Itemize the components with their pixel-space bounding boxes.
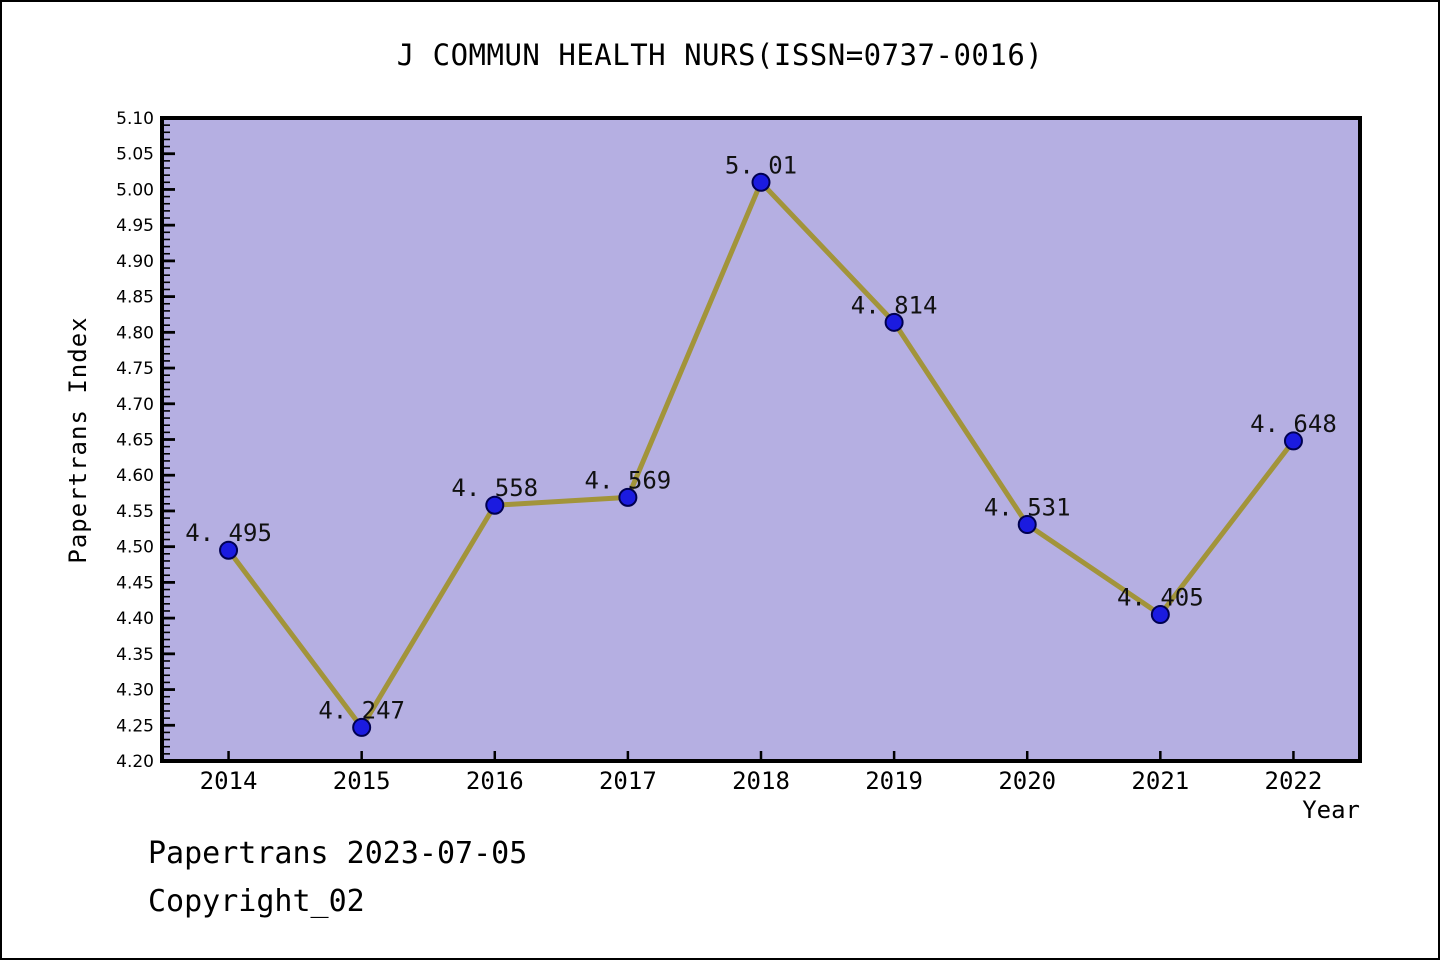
- data-point: [352, 717, 372, 737]
- x-axis-title: Year: [1302, 796, 1360, 824]
- y-tick-label: 4.35: [116, 645, 154, 665]
- data-point-label: 4. 405: [1117, 584, 1204, 612]
- footer-date: Papertrans 2023-07-05: [148, 836, 528, 871]
- x-tick-label: 2015: [333, 767, 391, 795]
- y-axis-title: Papertrans Index: [64, 316, 92, 564]
- chart-title: J COMMUN HEALTH NURS(ISSN=0737-0016): [396, 38, 1044, 72]
- y-tick-label: 4.25: [116, 716, 154, 736]
- data-point: [751, 172, 771, 192]
- y-tick-label: 4.65: [116, 431, 154, 451]
- y-tick-label: 4.95: [116, 216, 154, 236]
- footer-copyright: Copyright_02: [148, 884, 365, 919]
- x-tick-label: 2014: [200, 767, 258, 795]
- data-point-label: 4. 495: [185, 519, 272, 547]
- x-tick-label: 2020: [998, 767, 1056, 795]
- plot-border: [160, 116, 1362, 763]
- data-point-label: 5. 01: [725, 151, 797, 179]
- data-point: [1150, 605, 1170, 625]
- data-point: [884, 312, 904, 332]
- y-tick-label: 5.10: [116, 109, 154, 129]
- y-tick-label: 4.80: [116, 323, 154, 343]
- data-point: [219, 540, 239, 560]
- data-point: [618, 487, 638, 507]
- y-tick-label: 4.70: [116, 395, 154, 415]
- plot-area: [162, 118, 1360, 761]
- data-point-label: 4. 648: [1250, 410, 1337, 438]
- x-tick-label: 2022: [1265, 767, 1323, 795]
- y-tick-label: 4.75: [116, 359, 154, 379]
- data-point-label: 4. 247: [318, 696, 405, 724]
- x-tick-label: 2017: [599, 767, 657, 795]
- y-tick-label: 4.50: [116, 538, 154, 558]
- data-point-label: 4. 569: [585, 466, 672, 494]
- y-tick-label: 4.30: [116, 681, 154, 701]
- y-tick-label: 4.45: [116, 573, 154, 593]
- y-tick-label: 4.90: [116, 252, 154, 272]
- x-tick-label: 2019: [865, 767, 923, 795]
- x-tick-label: 2018: [732, 767, 790, 795]
- data-point-label: 4. 531: [984, 494, 1071, 522]
- y-tick-label: 4.85: [116, 288, 154, 308]
- data-point: [1017, 515, 1037, 535]
- y-tick-label: 4.55: [116, 502, 154, 522]
- y-tick-label: 4.60: [116, 466, 154, 486]
- x-tick-label: 2021: [1131, 767, 1189, 795]
- data-point: [485, 495, 505, 515]
- data-point: [1283, 431, 1303, 451]
- data-point-label: 4. 558: [451, 474, 538, 502]
- x-tick-label: 2016: [466, 767, 524, 795]
- y-tick-label: 4.20: [116, 752, 154, 772]
- y-tick-label: 4.40: [116, 609, 154, 629]
- y-tick-label: 5.00: [116, 180, 154, 200]
- y-tick-label: 5.05: [116, 145, 154, 165]
- data-point-label: 4. 814: [851, 291, 938, 319]
